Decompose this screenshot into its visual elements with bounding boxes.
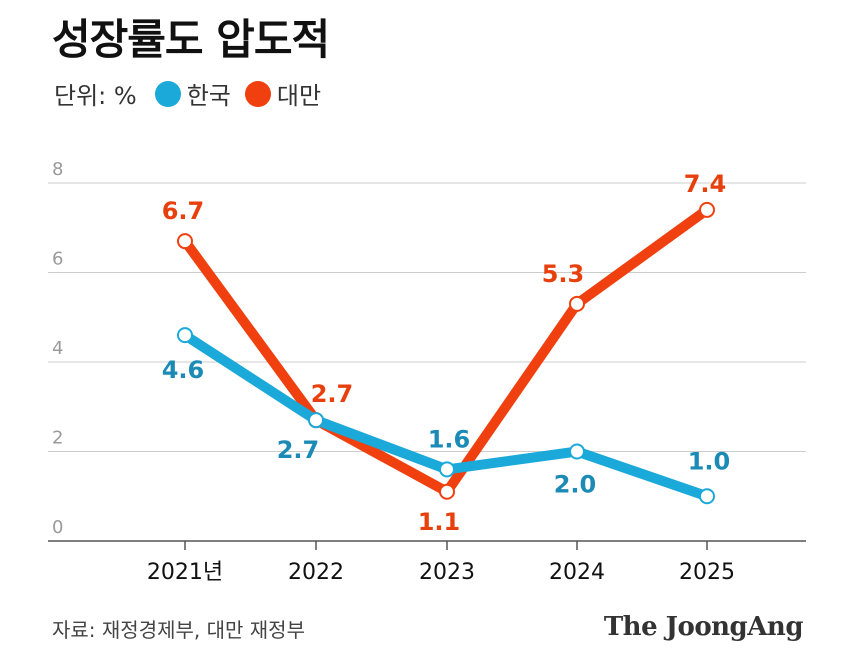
data-point-korea — [439, 461, 455, 478]
x-tick-label: 2023 — [419, 560, 475, 585]
y-tick-label: 0 — [52, 517, 63, 538]
data-label-korea: 2.0 — [554, 471, 597, 499]
data-label-korea: 1.6 — [428, 425, 471, 453]
x-tick-label: 2021년 — [147, 560, 223, 585]
legend-label-taiwan: 대만 — [276, 82, 322, 110]
data-label-taiwan: 7.4 — [684, 170, 727, 198]
x-tick-label: 2024 — [549, 560, 605, 585]
data-label-korea: 4.6 — [162, 356, 205, 384]
unit-label: 단위: % — [54, 82, 137, 110]
legend: 단위: % 한국 대만 — [54, 76, 335, 111]
line-chart: 0 2 4 6 8 2021년 2022 2023 2024 2025 6.7 2.7 1.1 5.3 7.… — [48, 159, 806, 585]
data-point-korea — [308, 412, 324, 429]
data-point-korea — [699, 488, 715, 505]
source-note: 자료: 재정경제부, 대만 재정부 — [52, 618, 305, 642]
publisher-logo: The JoongAng — [603, 612, 804, 642]
legend-item-korea: 한국 — [154, 76, 231, 111]
y-tick-label: 8 — [52, 159, 63, 180]
y-tick-label: 4 — [52, 338, 63, 359]
y-tick-label: 6 — [52, 249, 63, 270]
legend-dot-korea — [154, 80, 181, 107]
chart-title: 성장률도 압도적 — [52, 15, 330, 64]
data-label-korea: 2.7 — [277, 436, 320, 464]
data-label-korea: 1.0 — [688, 447, 731, 475]
data-point-korea — [569, 443, 585, 460]
data-point-taiwan — [439, 483, 455, 500]
data-label-taiwan: 6.7 — [162, 197, 205, 225]
x-tick-label: 2025 — [679, 560, 735, 585]
legend-dot-taiwan — [244, 80, 271, 107]
x-tick-label: 2022 — [288, 560, 344, 585]
data-point-taiwan — [699, 201, 715, 218]
data-point-taiwan — [569, 295, 585, 312]
legend-item-taiwan: 대만 — [244, 76, 322, 111]
data-point-korea — [177, 327, 193, 344]
legend-label-korea: 한국 — [186, 82, 231, 110]
data-label-taiwan: 1.1 — [418, 508, 461, 536]
data-point-taiwan — [177, 233, 193, 250]
data-label-taiwan: 5.3 — [542, 260, 585, 288]
y-tick-label: 2 — [52, 428, 63, 449]
data-label-taiwan: 2.7 — [311, 380, 354, 408]
